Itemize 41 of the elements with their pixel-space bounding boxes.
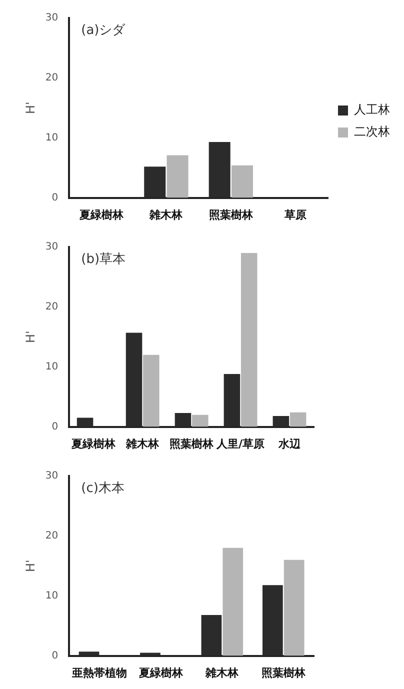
- x-tick-label: 雑木林: [148, 208, 184, 222]
- legend-label: 人工林: [354, 102, 390, 117]
- y-tick-label: 10: [45, 361, 58, 372]
- y-tick-label: 20: [45, 530, 58, 542]
- x-tick-label: 雑木林: [204, 666, 240, 680]
- x-tick-label: 夏緑樹林: [78, 208, 124, 222]
- y-axis-title: H': [23, 102, 38, 114]
- x-tick-label: 水辺: [278, 437, 302, 450]
- bar: [240, 252, 258, 427]
- x-tick-label: 夏緑樹林: [138, 666, 184, 680]
- x-tick-label: 人里/草原: [216, 437, 265, 450]
- bar: [290, 412, 306, 427]
- y-tick-label: 0: [52, 650, 58, 662]
- x-tick-label: 夏緑樹林: [70, 437, 117, 450]
- legend-label: 二次林: [354, 124, 390, 139]
- y-axis-title: H': [23, 330, 38, 344]
- bar: [166, 155, 188, 198]
- y-tick-label: 20: [45, 302, 58, 313]
- y-tick-label: 0: [52, 192, 58, 204]
- bar: [143, 354, 160, 427]
- text: (c)木本: [81, 480, 124, 496]
- y-tick-label: 10: [45, 590, 58, 602]
- bar: [192, 414, 208, 427]
- text: (b)草本: [81, 252, 126, 267]
- x-tick-label: 照葉樹林: [261, 666, 306, 680]
- y-tick-label: 30: [45, 242, 58, 253]
- bar: [222, 548, 244, 656]
- x-tick-label: 亜熱帯植物: [71, 666, 128, 680]
- x-tick-label: 照葉樹林: [170, 437, 215, 450]
- y-tick-label: 10: [45, 132, 58, 144]
- bar: [284, 560, 304, 656]
- y-axis-title: H': [23, 560, 38, 572]
- x-tick-label: 照葉樹林: [208, 208, 254, 222]
- y-tick-label: 30: [45, 12, 58, 24]
- y-tick-label: 30: [45, 470, 58, 482]
- x-tick-label: 草原: [284, 208, 307, 222]
- y-tick-label: 20: [45, 72, 58, 84]
- text: (a)シダ: [81, 22, 126, 38]
- bar: [231, 165, 254, 198]
- y-tick-label: 0: [52, 421, 58, 432]
- x-tick-label: 雑木林: [125, 437, 160, 450]
